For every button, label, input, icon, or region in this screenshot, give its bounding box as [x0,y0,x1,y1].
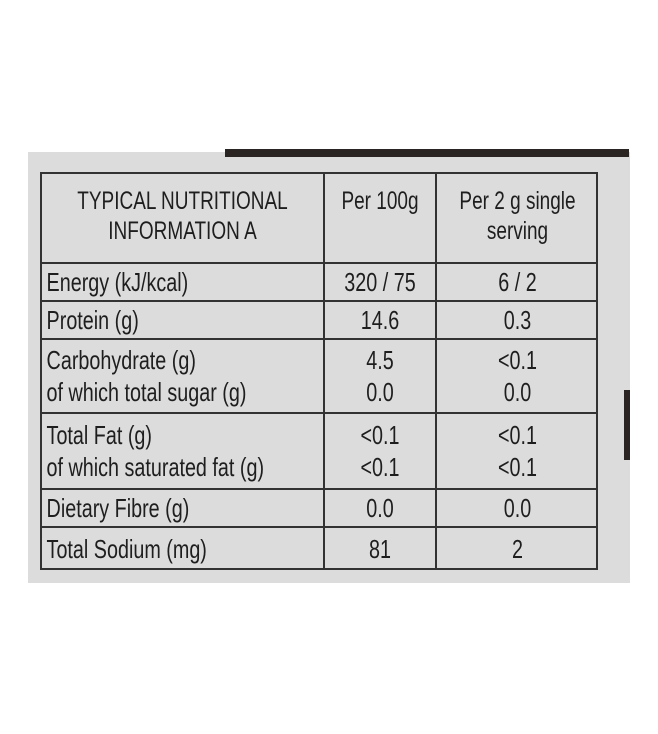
cell-text: 0.0 [366,493,394,523]
table-cell: Total Fat (g) of which saturated fat (g) [42,414,325,490]
cell-text: Dietary Fibre (g) [46,493,190,523]
nutrition-table: TYPICAL NUTRITIONAL INFORMATION A Per 100g… [40,172,598,570]
cell-text: Energy (kJ/kcal) [46,267,189,297]
table-cell: <0.1 0.0 [437,340,598,414]
cell-text: <0.1 [497,420,537,450]
dark-edge [225,149,629,157]
cell-text: Per 2 g single [459,187,576,215]
cell-text: 0.3 [503,305,532,335]
cell-text: <0.1 [360,452,400,482]
cell-text: Protein (g) [46,305,139,335]
cell-text: Carbohydrate (g) [46,345,196,375]
dark-edge [624,390,630,460]
table-cell: 0.0 [437,490,598,528]
table-cell: <0.1 <0.1 [325,414,437,490]
table-cell: <0.1 <0.1 [437,414,598,490]
table-cell: Energy (kJ/kcal) [42,264,325,302]
table-cell: 0.0 [325,490,437,528]
table-cell: Total Sodium (mg) [42,528,325,570]
cell-text: <0.1 [360,420,400,450]
label-background [28,152,630,583]
cell-text: 0.0 [366,377,394,407]
table-cell: 6 / 2 [437,264,598,302]
cell-text: 0.0 [503,493,532,523]
header-cell: Per 2 g single serving [437,174,598,264]
table-cell: 320 / 75 [325,264,437,302]
cell-text: 14.6 [360,305,400,335]
table-cell: 81 [325,528,437,570]
table-cell: 0.3 [437,302,598,340]
header-cell: TYPICAL NUTRITIONAL INFORMATION A [42,174,325,264]
cell-text: of which saturated fat (g) [46,452,265,482]
table-cell: Protein (g) [42,302,325,340]
table-cell: 2 [437,528,598,570]
cell-text: Per 100g [341,187,419,215]
table-cell: Dietary Fibre (g) [42,490,325,528]
header-cell: Per 100g [325,174,437,264]
cell-text: <0.1 [497,345,537,375]
cell-text: 2 [512,534,523,564]
cell-text: 320 / 75 [344,267,416,297]
cell-text: 81 [369,534,391,564]
cell-text: of which total sugar (g) [46,377,247,407]
table-cell: 4.5 0.0 [325,340,437,414]
table-cell: 14.6 [325,302,437,340]
cell-text: Total Fat (g) [46,420,152,450]
cell-text: INFORMATION A [108,217,257,245]
cell-text: 0.0 [503,377,532,407]
cell-text: 4.5 [366,345,394,375]
cell-text: serving [486,217,549,245]
cell-text: Total Sodium (mg) [46,534,207,564]
cell-text: TYPICAL NUTRITIONAL [77,187,288,215]
cell-text: 6 / 2 [498,267,537,297]
table-cell: Carbohydrate (g) of which total sugar (g) [42,340,325,414]
cell-text: <0.1 [497,452,537,482]
